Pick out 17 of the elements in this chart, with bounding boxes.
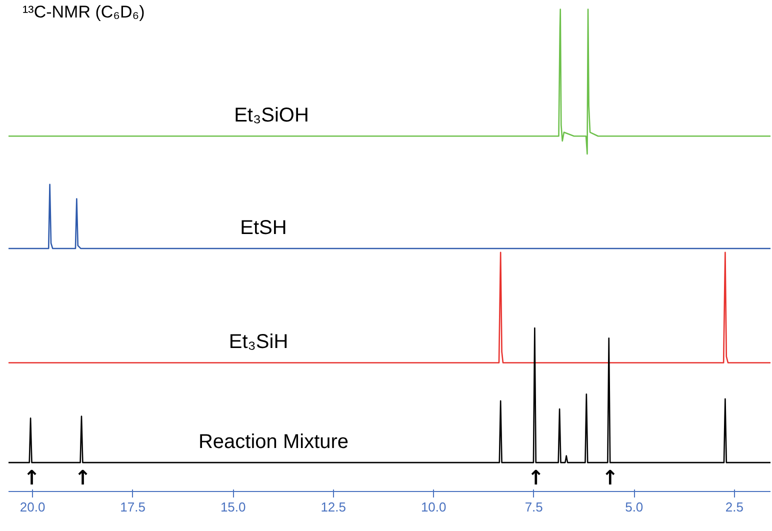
series-label: Reaction Mixture <box>198 430 349 453</box>
x-tick-label: 15.0 <box>220 500 246 514</box>
x-tick-label: 5.0 <box>625 500 644 514</box>
chart-title: ¹³C-NMR (C₆D₆) <box>22 2 145 22</box>
series-label: Et₃SiH <box>228 331 288 354</box>
series-label: Et₃SiOH <box>234 104 309 126</box>
x-tick-label: 10.0 <box>420 500 446 514</box>
x-tick-label: 20.0 <box>20 500 46 514</box>
annotation: ↑ <box>74 466 92 490</box>
x-tick-label: 12.5 <box>320 500 346 514</box>
annotation: ↑ <box>528 466 544 490</box>
x-tick-label: 2.5 <box>725 500 744 514</box>
x-tick-label: 17.5 <box>120 500 146 514</box>
annotation: ↑ <box>602 466 618 490</box>
annotation: ↑ <box>23 466 40 490</box>
x-tick-label: 7.5 <box>524 500 543 514</box>
series-label: EtSH <box>240 216 287 239</box>
